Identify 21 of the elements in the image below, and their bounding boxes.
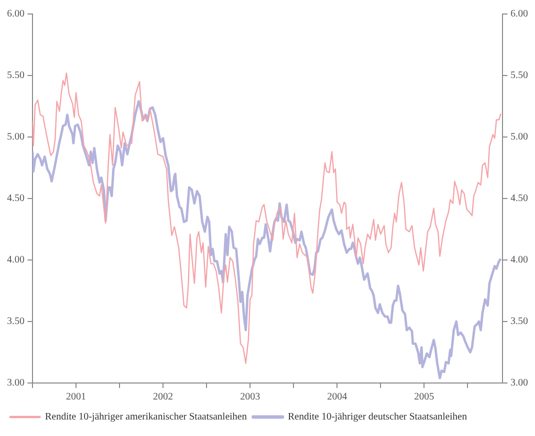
y2-tick-label: 4.00: [510, 254, 528, 266]
y-tick-label: 5.00: [7, 132, 24, 143]
x-tick-label: 2002: [153, 392, 174, 403]
y2-tick-label: 6.00: [510, 8, 528, 20]
x-tick-label: 2001: [66, 392, 86, 403]
legend-label: Rendite 10-jähriger amerikanischer Staatsanleihen: [45, 412, 247, 423]
y2-tick-label: 5.50: [510, 70, 528, 82]
y-tick-label: 6.00: [7, 8, 24, 20]
y2-tick-label: 3.50: [510, 316, 528, 328]
y-tick-label: 5.50: [7, 70, 24, 82]
y-tick-label: 4.00: [7, 254, 24, 266]
y2-tick-label: 4.50: [510, 193, 528, 204]
y2-tick-label: 5.00: [510, 132, 528, 143]
y-tick-label: 3.00: [7, 378, 24, 389]
x-tick-label: 2005: [414, 392, 434, 403]
y-tick-label: 3.50: [7, 316, 24, 328]
y2-tick-label: 3.00: [510, 378, 528, 389]
x-tick-label: 2003: [240, 392, 260, 403]
legend-label: Rendite 10-jähriger deutscher Staatsanleihen: [288, 412, 467, 423]
y-tick-label: 4.50: [7, 193, 24, 204]
x-tick-label: 2004: [327, 392, 348, 403]
